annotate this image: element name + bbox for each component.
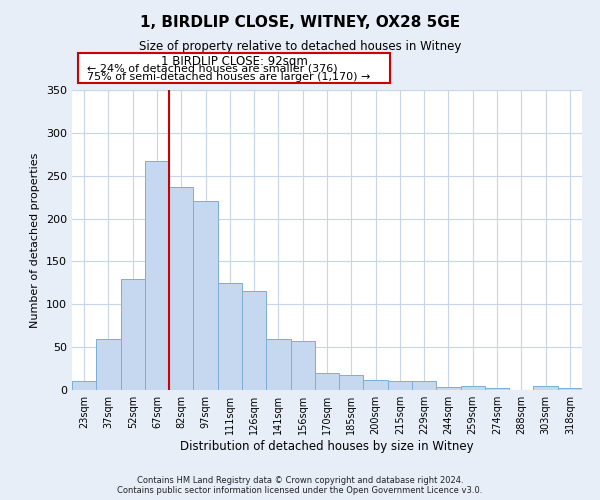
Bar <box>558 388 582 390</box>
Bar <box>436 386 461 390</box>
Bar <box>364 380 388 390</box>
Bar <box>339 376 364 390</box>
Bar <box>193 202 218 390</box>
Bar <box>461 386 485 390</box>
Text: Size of property relative to detached houses in Witney: Size of property relative to detached ho… <box>139 40 461 53</box>
Y-axis label: Number of detached properties: Number of detached properties <box>31 152 40 328</box>
Bar <box>315 373 339 390</box>
Bar <box>242 292 266 390</box>
Text: ← 24% of detached houses are smaller (376): ← 24% of detached houses are smaller (37… <box>87 64 338 74</box>
Bar <box>485 388 509 390</box>
Text: Contains HM Land Registry data © Crown copyright and database right 2024.: Contains HM Land Registry data © Crown c… <box>137 476 463 485</box>
Bar <box>533 386 558 390</box>
Bar <box>290 341 315 390</box>
Bar <box>218 283 242 390</box>
Text: 75% of semi-detached houses are larger (1,170) →: 75% of semi-detached houses are larger (… <box>87 72 370 83</box>
Bar <box>388 382 412 390</box>
X-axis label: Distribution of detached houses by size in Witney: Distribution of detached houses by size … <box>180 440 474 453</box>
Text: Contains public sector information licensed under the Open Government Licence v3: Contains public sector information licen… <box>118 486 482 495</box>
Text: 1 BIRDLIP CLOSE: 92sqm: 1 BIRDLIP CLOSE: 92sqm <box>161 55 307 68</box>
Bar <box>96 338 121 390</box>
Bar <box>145 161 169 390</box>
Bar <box>169 187 193 390</box>
Bar <box>72 382 96 390</box>
Text: 1, BIRDLIP CLOSE, WITNEY, OX28 5GE: 1, BIRDLIP CLOSE, WITNEY, OX28 5GE <box>140 15 460 30</box>
Bar <box>121 278 145 390</box>
Bar <box>412 382 436 390</box>
Bar <box>266 338 290 390</box>
